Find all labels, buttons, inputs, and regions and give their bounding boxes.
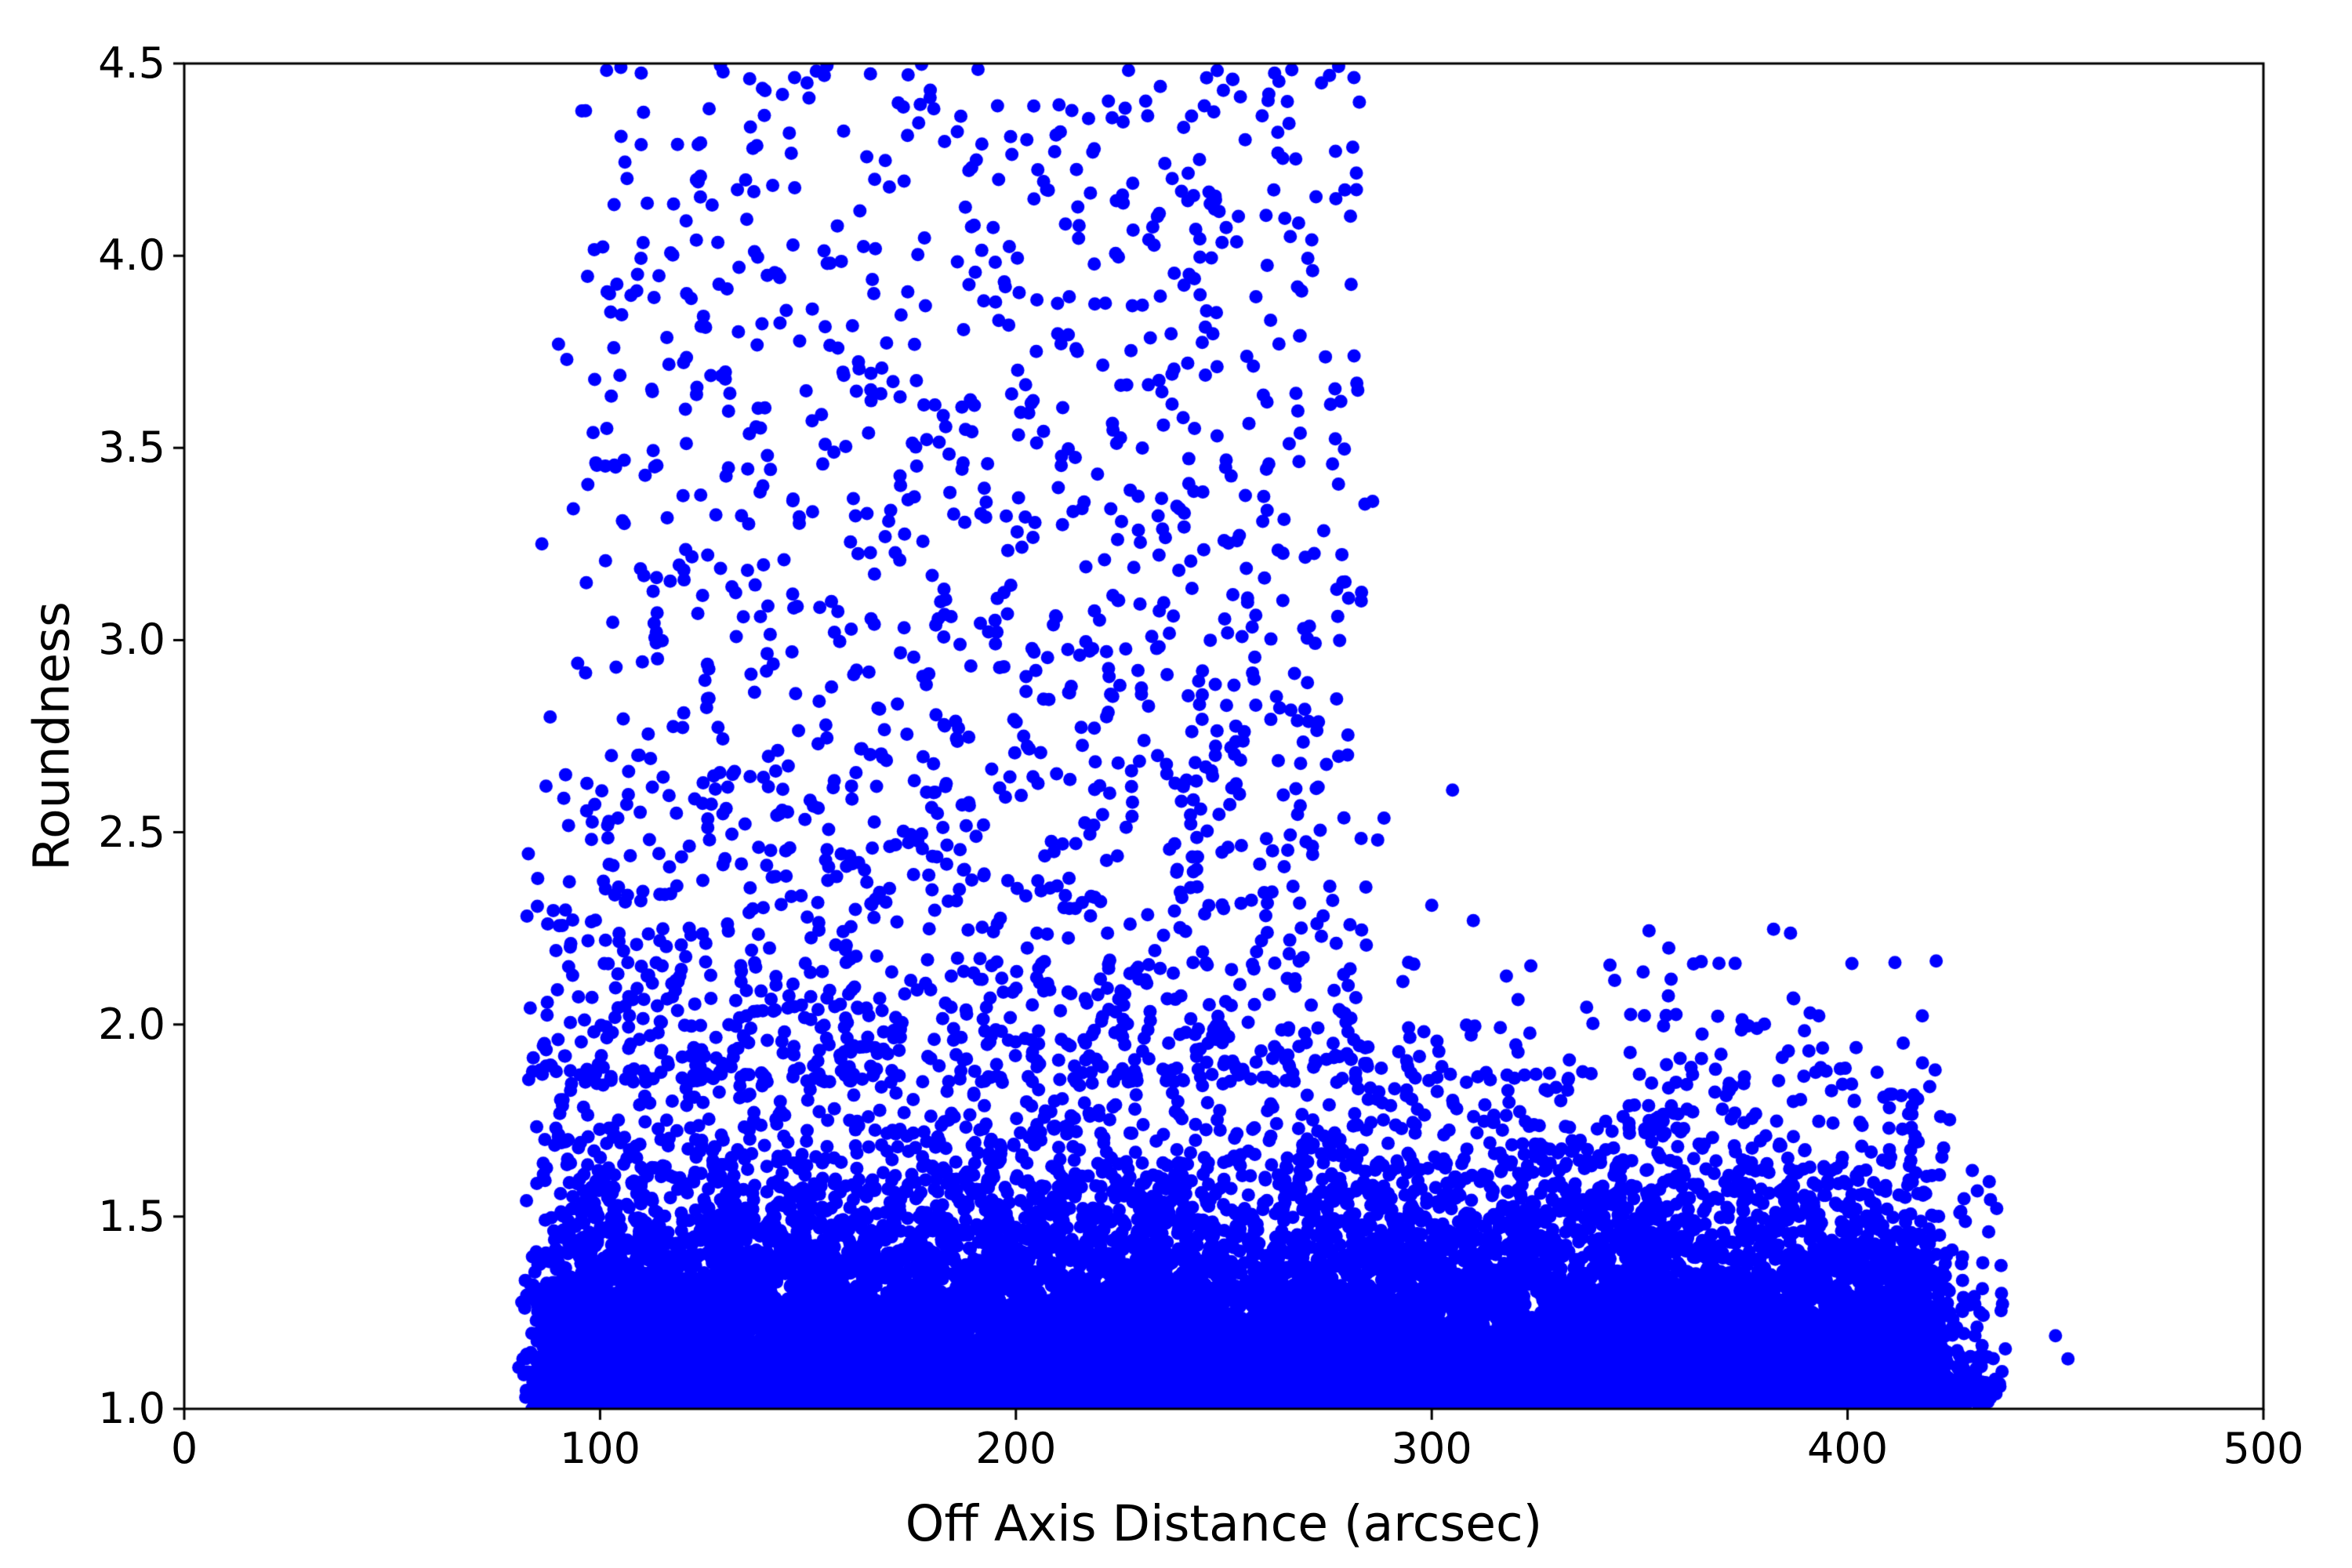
x-axis-label: Off Axis Distance (arcsec) [905, 1495, 1543, 1552]
y-tick-label: 2.0 [98, 999, 165, 1049]
y-axis-label: Roundness [23, 601, 81, 871]
x-tick-label: 100 [559, 1424, 641, 1473]
y-tick-label: 4.0 [98, 230, 165, 281]
x-tick-label: 400 [1807, 1424, 1889, 1473]
x-tick-label: 300 [1391, 1424, 1472, 1473]
y-tick-label: 1.5 [98, 1191, 165, 1241]
x-tick-label: 0 [170, 1424, 198, 1473]
y-tick-label: 3.5 [98, 423, 165, 473]
y-tick-label: 1.0 [98, 1384, 165, 1433]
y-tick-label: 3.0 [98, 615, 165, 665]
y-tick-label: 4.5 [98, 38, 165, 88]
y-tick-label: 2.5 [98, 807, 165, 857]
x-tick-label: 200 [975, 1424, 1057, 1473]
x-tick-label: 500 [2223, 1424, 2304, 1473]
